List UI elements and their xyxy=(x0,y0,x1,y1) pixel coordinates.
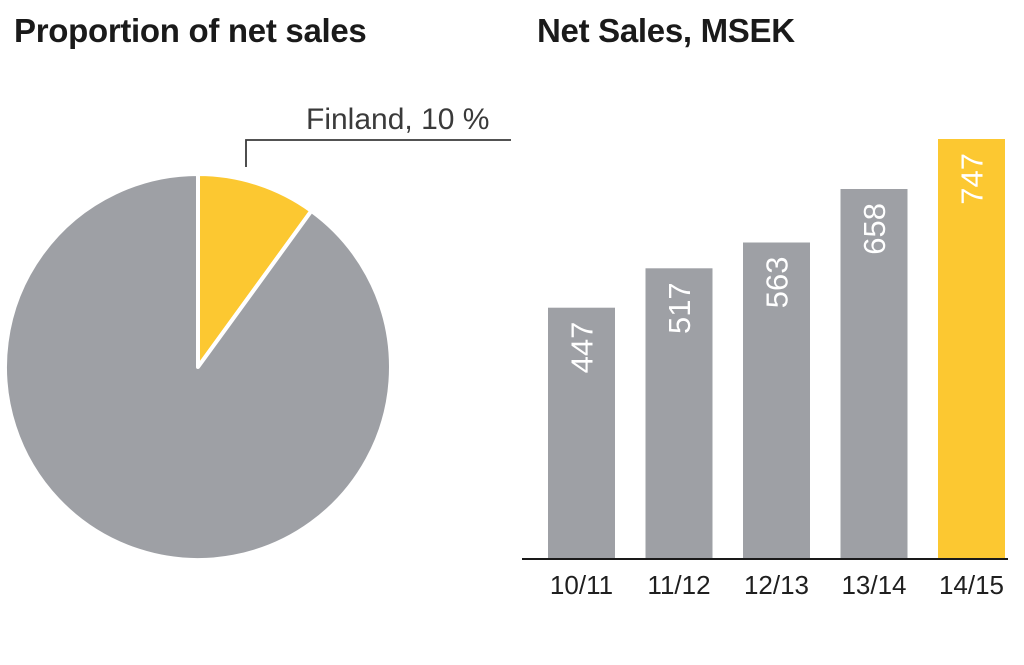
x-tick-label: 14/15 xyxy=(939,570,1004,600)
bar-value-label: 517 xyxy=(662,282,697,334)
bar-14-15 xyxy=(938,139,1005,559)
pie-slice-finland xyxy=(196,172,314,369)
bar-12-13 xyxy=(743,242,810,559)
bar-value-label: 447 xyxy=(565,322,600,374)
pie-chart-title: Proportion of net sales xyxy=(14,12,367,49)
pie-slice-other xyxy=(3,172,393,562)
bar-11-12 xyxy=(645,268,713,559)
bar-10-11 xyxy=(548,307,615,559)
bar-value-label: 563 xyxy=(760,256,795,308)
x-tick-label: 10/11 xyxy=(550,570,613,600)
x-tick-label: 11/12 xyxy=(647,570,710,600)
bar-value-label: 747 xyxy=(955,153,990,205)
bar-13-14 xyxy=(840,189,908,559)
x-tick-label: 13/14 xyxy=(841,570,906,600)
callout-leader-line xyxy=(245,139,511,167)
pie-callout: Finland, 10 % xyxy=(245,103,511,167)
pie-chart xyxy=(3,172,393,562)
bar-chart: 447 10/11 517 11/12 563 12/13 658 13/14 747 14/15 xyxy=(548,139,1005,600)
bar-chart-title: Net Sales, MSEK xyxy=(537,12,795,49)
bar-value-label: 658 xyxy=(857,203,892,255)
x-tick-label: 12/13 xyxy=(744,570,809,600)
callout-label: Finland, 10 % xyxy=(306,103,489,136)
